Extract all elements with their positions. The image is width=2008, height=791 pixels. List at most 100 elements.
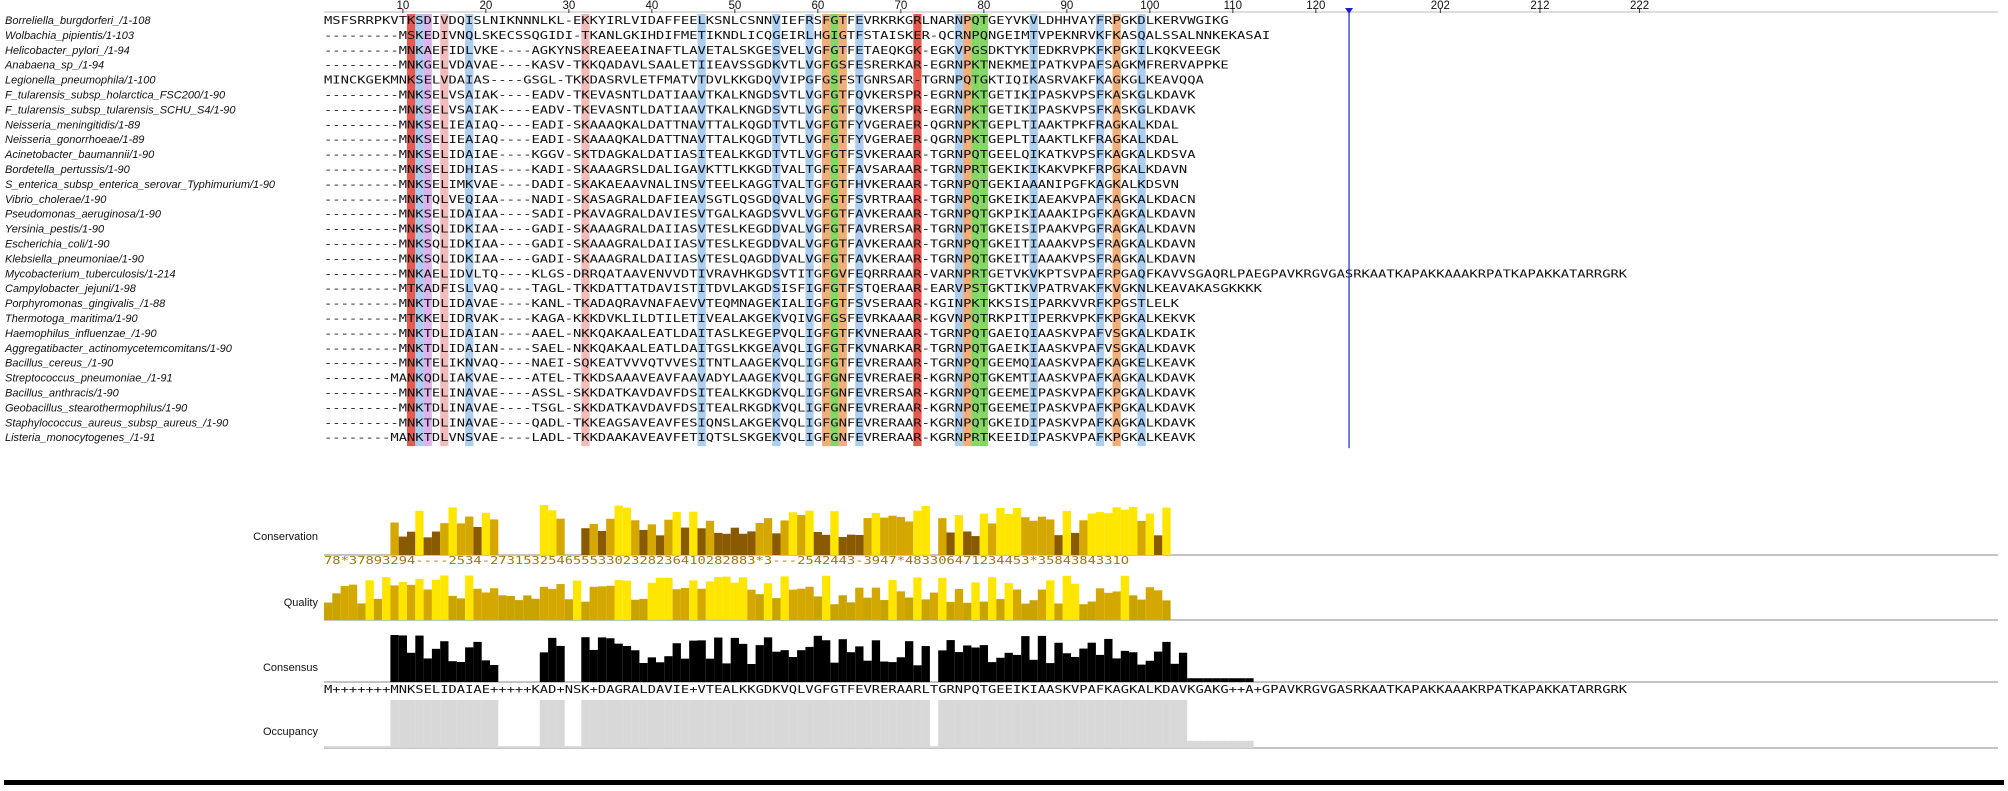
column-highlight (407, 14, 416, 447)
annotation-bar (340, 585, 349, 620)
annotation-bar (755, 594, 764, 620)
ruler-tick-label: 40 (645, 0, 658, 12)
column-highlight (1137, 14, 1146, 447)
annotation-bar (1087, 513, 1096, 555)
annotation-bar (846, 652, 856, 682)
cursor-marker[interactable] (1345, 8, 1354, 14)
annotation-bar (838, 595, 847, 620)
annotation-bar (896, 591, 905, 620)
annotation-bar (1162, 641, 1171, 682)
annotation-bar (1170, 700, 1179, 748)
annotation-bar (573, 746, 582, 748)
annotation-bar (1021, 636, 1030, 682)
annotation-bar (888, 700, 897, 748)
annotation-bar (647, 582, 656, 620)
annotation-bar (846, 534, 856, 555)
annotation-bar (913, 577, 922, 620)
sequence-name: Pseudomonas_aeruginosa/1-90 (5, 209, 162, 221)
sequence-residues: ---------MTKKELIDRVAK----KAGA-KKKDVKLILD… (324, 312, 1196, 325)
annotation-bar (772, 651, 781, 682)
sequence-residues: ---------MTKADFISLVAQ----TAGL-TKKDATTATD… (324, 282, 1262, 295)
annotation-bar (871, 587, 881, 620)
annotation-bar (689, 580, 698, 620)
annotation-bar (1178, 652, 1188, 682)
annotation-bar (423, 700, 432, 748)
annotation-bar (606, 638, 615, 682)
annotation-bar (763, 583, 773, 620)
annotation-bar (921, 505, 930, 555)
annotation-bar (523, 746, 532, 748)
annotation-bar (1104, 700, 1113, 748)
annotation-bar (880, 661, 889, 682)
annotation-bar (988, 523, 997, 555)
annotation-bar (1054, 700, 1063, 748)
ruler-tick-label: 212 (1530, 0, 1549, 12)
annotation-bar (324, 746, 333, 748)
annotation-bar (423, 658, 432, 682)
annotation-bar (431, 648, 441, 682)
annotation-bar (1220, 740, 1229, 748)
annotation-bar (456, 523, 466, 555)
sequence-residues: --------MANKTDLVNSVAE----LADL-TKKDAAKAVE… (324, 431, 1196, 444)
annotation-bar (1237, 678, 1246, 682)
sequence-residues: ---------MNKTDLIDAVAE----KANL-TKADAQRAVN… (324, 297, 1179, 310)
sequence-name: Neisseria_gonorrhoeae/1-89 (5, 134, 144, 146)
annotation-bar (440, 700, 449, 748)
annotation-bar (473, 641, 482, 682)
annotation-bar (1029, 520, 1038, 555)
annotation-bar (863, 700, 872, 748)
annotation-bar (705, 658, 715, 682)
annotation-bar (705, 700, 715, 748)
ruler-tick-label: 110 (1224, 0, 1242, 12)
annotation-bar (1046, 700, 1055, 748)
annotation-bar (730, 527, 739, 555)
annotation-bar (1154, 700, 1163, 748)
annotation-bar (373, 746, 383, 748)
annotation-bar (456, 662, 466, 682)
sequence-name: F_tularensis_subsp_holarctica_FSC200/1-9… (5, 90, 226, 102)
annotation-bar (1046, 580, 1055, 620)
annotation-bar (755, 700, 764, 748)
annotation-label: Occupancy (263, 726, 319, 738)
annotation-bar (871, 512, 881, 555)
annotation-bar (755, 523, 764, 555)
annotation-bar (1012, 700, 1022, 748)
annotation-bar (1095, 700, 1105, 748)
annotation-bar (772, 598, 781, 620)
annotation-bar (722, 663, 731, 682)
sequence-name: Yersinia_pestis/1-90 (5, 224, 105, 236)
annotation-bar (1087, 601, 1096, 620)
annotation-bar (905, 521, 914, 555)
annotation-bar (1162, 700, 1171, 748)
annotation-bar (1037, 589, 1047, 620)
annotation-bar (440, 575, 449, 620)
annotation-bar (423, 537, 432, 555)
annotation-bar (581, 601, 590, 620)
sequence-name: Geobacillus_stearothermophilus/1-90 (5, 402, 188, 414)
annotation-bar (622, 700, 632, 748)
annotation-bar (639, 598, 648, 620)
column-highlight (971, 14, 980, 447)
annotation-bar (556, 584, 565, 620)
annotation-bar (954, 652, 964, 682)
annotation-bar (896, 657, 905, 682)
annotation-bar (846, 602, 856, 620)
annotation-bar (664, 656, 673, 682)
annotation-bar (788, 589, 798, 620)
annotation-bar (697, 640, 706, 682)
column-highlight (697, 14, 706, 447)
annotation-bar (614, 580, 623, 620)
annotation-bar (589, 523, 598, 555)
annotation-bar (597, 586, 607, 620)
annotation-bar (407, 700, 416, 748)
sequence-residues: ---------MNKAEFIDLVKE----AGKYNSKREAEEAIN… (324, 44, 1221, 57)
annotation-bar (1079, 520, 1088, 555)
annotation-bar (581, 637, 590, 682)
annotation-bar (946, 640, 955, 682)
annotation-bar (747, 663, 756, 682)
annotation-bar (473, 527, 482, 555)
annotation-bar (963, 700, 972, 748)
annotation-bar (1187, 678, 1196, 682)
annotation-bar (938, 518, 947, 555)
